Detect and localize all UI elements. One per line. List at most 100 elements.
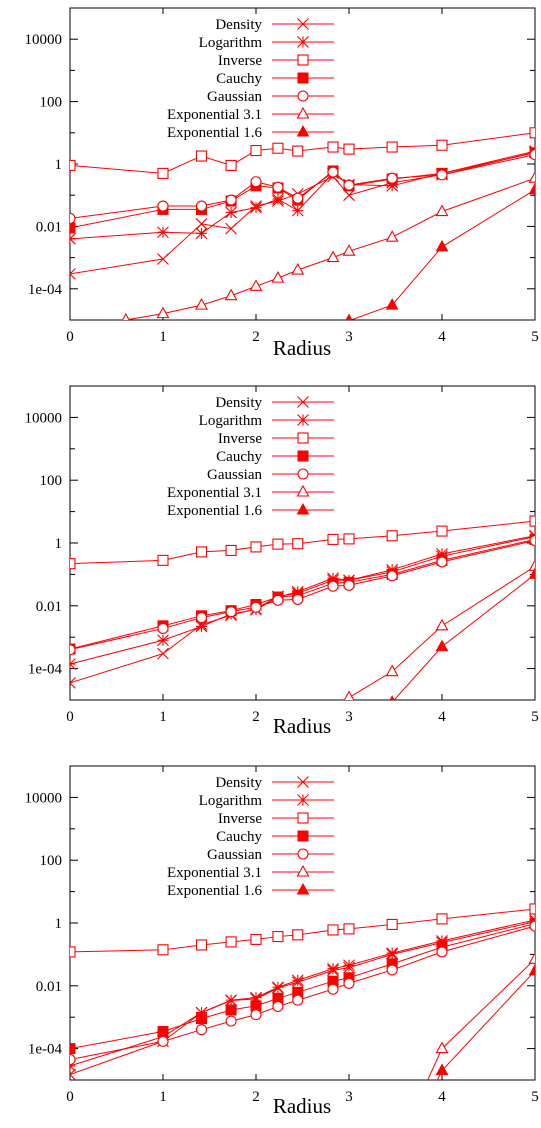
chart-panel-3: 0 1 2 3 4 5 1e-04 0.01 1 100 10000 Radius Density Log…	[25, 765, 539, 1118]
series-gaussian	[70, 534, 535, 656]
series-line-logarithm	[70, 919, 535, 1067]
data-point-inverse	[70, 946, 76, 958]
data-point-exponential-3-1	[249, 279, 263, 291]
series-line-density	[70, 151, 535, 275]
data-point-inverse	[436, 913, 448, 925]
data-point-density	[70, 1068, 76, 1080]
data-point-inverse	[195, 150, 208, 162]
data-point-gaussian	[327, 983, 339, 995]
series-gaussian	[70, 149, 535, 224]
data-point-inverse	[386, 918, 398, 930]
data-point-cauchy	[196, 1013, 208, 1025]
data-point-gaussian	[436, 946, 448, 958]
legend-marker-exponential-1-6	[296, 124, 310, 137]
legend-marker-cauchy	[297, 830, 309, 842]
data-point-logarithm	[436, 934, 448, 947]
series-line-density	[70, 921, 535, 1075]
data-point-gaussian	[327, 166, 339, 178]
data-point-exponential-3-1	[528, 559, 535, 571]
series-line-inverse	[70, 908, 535, 953]
data-point-gaussian	[529, 920, 535, 932]
series-inverse	[70, 903, 535, 958]
series-line-inverse	[70, 132, 535, 174]
legend-marker-logarithm	[297, 414, 309, 426]
legend-label-inverse: Inverse	[218, 431, 262, 447]
data-point-gaussian	[529, 149, 535, 161]
x-axis-title: Radius	[273, 336, 331, 360]
data-point-inverse	[386, 141, 398, 153]
data-point-inverse	[292, 929, 304, 941]
data-point-exponential-3-1	[435, 204, 449, 217]
data-point-logarithm	[70, 658, 76, 670]
data-point-gaussian	[157, 622, 169, 634]
legend-marker-exponential-3-1	[296, 484, 310, 497]
data-point-inverse	[386, 530, 398, 542]
data-point-inverse	[225, 159, 237, 171]
data-point-gaussian	[70, 212, 76, 224]
series-line-cauchy	[70, 923, 535, 1050]
series-exponential-1-6	[389, 567, 535, 700]
data-point-inverse	[225, 936, 237, 948]
data-point-exponential-3-1	[342, 244, 356, 256]
data-point-exponential-3-1	[195, 297, 208, 310]
legend-marker-inverse	[297, 812, 309, 824]
data-point-gaussian	[343, 977, 355, 989]
data-point-gaussian	[195, 200, 208, 212]
legend-marker-logarithm	[297, 36, 309, 48]
legend-marker-gaussian	[297, 468, 309, 480]
legend-label-gaussian: Gaussian	[207, 89, 262, 105]
data-point-logarithm	[195, 620, 208, 633]
data-point-logarithm	[250, 991, 262, 1004]
legend-marker-exponential-3-1	[296, 864, 310, 877]
data-point-exponential-3-1	[156, 306, 170, 319]
data-point-gaussian	[436, 169, 448, 181]
x-tick-label: 0	[66, 329, 74, 345]
y-tick-label: 1e-04	[28, 1042, 63, 1058]
data-point-gaussian	[386, 964, 398, 976]
legend-marker-gaussian	[297, 848, 309, 860]
data-point-inverse	[327, 533, 339, 545]
series-exponential-3-1	[121, 171, 535, 320]
legend-label-exponential-3-1: Exponential 3.1	[167, 485, 262, 501]
legend-marker-gaussian	[297, 90, 309, 102]
y-tick-label: 1	[55, 157, 63, 173]
data-point-logarithm	[386, 179, 399, 192]
y-tick-label: 1	[55, 916, 63, 932]
data-point-inverse	[250, 933, 262, 945]
data-point-inverse	[436, 525, 448, 537]
chart-panel-2: 0 1 2 3 4 5 1e-04 0.01 1 100 10000 Radius Density Log…	[25, 385, 539, 738]
data-point-inverse	[327, 141, 339, 153]
data-point-gaussian	[386, 172, 398, 184]
x-tick-label: 5	[531, 329, 539, 345]
data-point-inverse	[272, 142, 284, 154]
data-point-gaussian	[70, 1053, 76, 1066]
data-point-inverse	[436, 139, 448, 151]
data-point-gaussian	[272, 181, 284, 193]
data-point-exponential-3-1	[435, 1041, 449, 1054]
data-point-density	[225, 222, 237, 235]
data-point-gaussian	[272, 594, 284, 606]
series-exponential-3-1	[427, 952, 535, 1080]
series-line-gaussian	[70, 154, 535, 219]
series-line-logarithm	[70, 150, 535, 240]
data-point-density	[343, 189, 355, 202]
data-point-gaussian	[343, 179, 355, 191]
data-point-logarithm	[225, 994, 237, 1007]
series-line-exponential-1-6	[393, 574, 535, 700]
x-tick-label: 0	[66, 1089, 74, 1105]
data-point-inverse	[292, 538, 304, 550]
legend: Density Logarithm Inverse Cauchy Gaussian Exp…	[167, 17, 334, 141]
x-tick-label: 4	[438, 1089, 446, 1105]
series-line-inverse	[70, 520, 535, 565]
data-point-logarithm	[272, 981, 284, 994]
data-point-gaussian	[292, 994, 304, 1006]
data-point-density	[70, 677, 76, 689]
legend-label-exponential-1-6: Exponential 1.6	[167, 883, 262, 899]
data-point-logarithm	[70, 232, 76, 245]
y-tick-label: 10000	[25, 32, 63, 48]
data-point-gaussian	[272, 1000, 284, 1012]
series-line-cauchy	[70, 152, 535, 229]
data-point-exponential-1-6	[528, 963, 535, 976]
data-point-logarithm	[343, 959, 355, 972]
data-point-exponential-3-1	[385, 664, 399, 677]
